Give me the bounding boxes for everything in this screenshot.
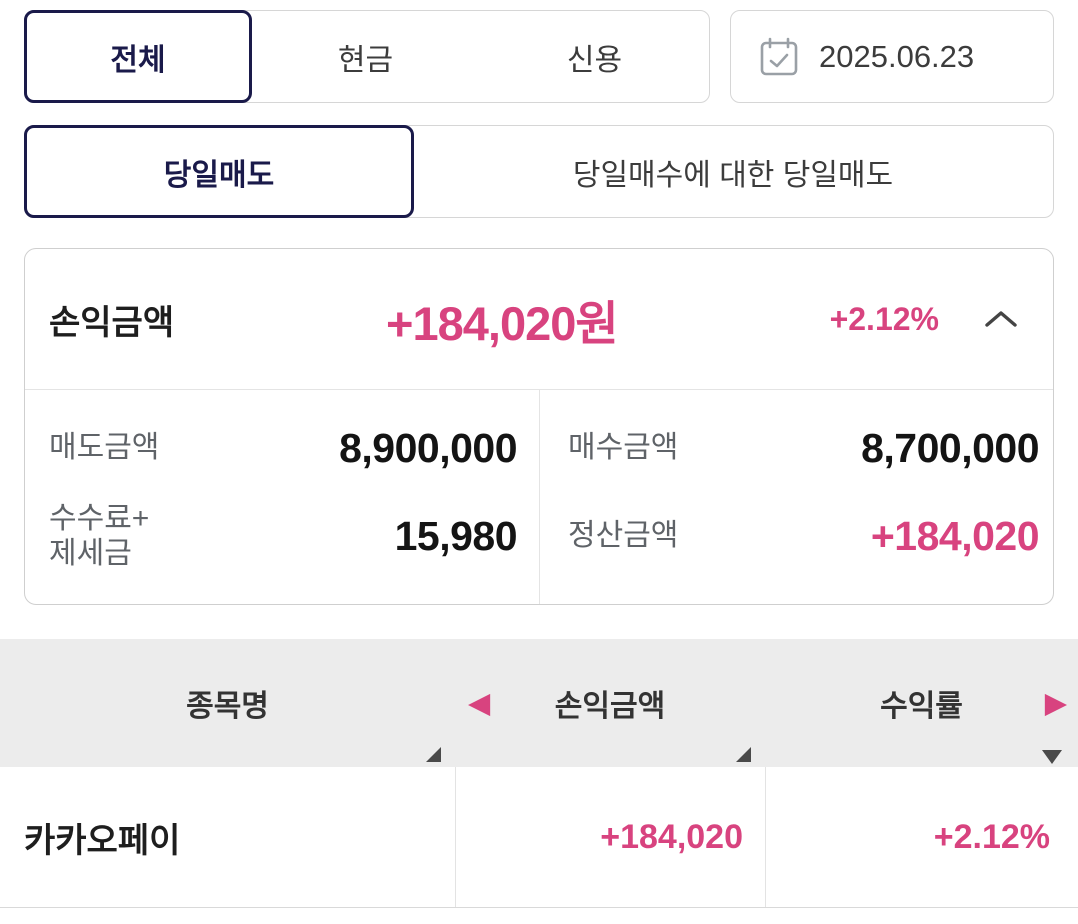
tab-cash-label: 현금 [337,43,394,77]
header-return-rate-label: 수익률 [880,690,963,723]
header-return-rate[interactable]: 수익률 ▶ [765,639,1078,767]
header-profit-amount-label: 손익금액 [554,690,666,723]
column-resize-handle-icon [736,747,751,762]
details-left-column: 매도금액 8,900,000 수수료+ 제세금 15,980 [25,390,539,604]
scroll-left-icon[interactable]: ◀ [469,687,490,718]
table-header: 종목명 ◀ 손익금액 수익률 ▶ [0,639,1078,767]
mode-tab-row: 당일매도 당일매수에 대한 당일매도 [0,103,1078,218]
profit-summary-header: 손익금액 +184,020원 +2.12% [25,249,1053,389]
buy-amount-label: 매수금액 [568,431,679,465]
scroll-right-icon[interactable]: ▶ [1045,687,1066,718]
sell-amount-label: 매도금액 [49,431,160,465]
stock-name-cell: 카카오페이 [24,821,181,860]
header-stock-name[interactable]: 종목명 [0,639,455,767]
mode-tabs: 당일매도 당일매수에 대한 당일매도 [24,125,1054,218]
return-rate-cell: +2.12% [765,767,1078,907]
tab-same-day-sell-label: 당일매도 [163,158,275,192]
column-resize-handle-icon [426,747,441,762]
sort-indicator-icon [1042,750,1062,764]
top-filter-row: 전체 현금 신용 2025.06.23 [0,0,1078,103]
holdings-table: 종목명 ◀ 손익금액 수익률 ▶ 카카오페이 +184,020 +2.12% [0,639,1078,908]
profit-amount-cell: +184,020 [455,767,765,907]
tab-credit[interactable]: 신용 [480,11,709,102]
profit-summary-card: 손익금액 +184,020원 +2.12% 매도금액 8,900,000 수수료… [24,248,1054,605]
date-picker[interactable]: 2025.06.23 [730,10,1054,103]
profit-amount: +184,020원 [386,296,619,350]
sell-amount-row: 매도금액 8,900,000 [49,404,517,492]
tab-all-label: 전체 [110,43,166,77]
buy-amount-row: 매수금액 8,700,000 [568,404,1039,492]
account-type-tabs: 전체 현금 신용 [24,10,710,103]
profit-title: 손익금액 [49,303,175,342]
date-picker-value: 2025.06.23 [819,38,975,74]
profit-summary-details: 매도금액 8,900,000 수수료+ 제세금 15,980 매수금액 8,70… [25,389,1053,604]
tab-cash[interactable]: 현금 [251,11,480,102]
settlement-value: +184,020 [870,512,1040,559]
fees-taxes-value: 15,980 [394,512,518,559]
tab-all[interactable]: 전체 [24,10,252,103]
sell-amount-value: 8,900,000 [339,424,517,471]
tab-same-day-buy-sell[interactable]: 당일매수에 대한 당일매도 [413,126,1053,217]
fees-taxes-row: 수수료+ 제세금 15,980 [49,492,518,580]
calendar-icon [757,35,801,79]
tab-credit-label: 신용 [566,43,623,77]
table-row[interactable]: 카카오페이 +184,020 +2.12% [0,767,1078,908]
profit-rate: +2.12% [829,300,939,337]
tab-same-day-buy-sell-label: 당일매수에 대한 당일매도 [572,158,894,192]
settlement-label: 정산금액 [568,519,679,553]
header-stock-name-label: 종목명 [186,690,269,723]
header-profit-amount[interactable]: ◀ 손익금액 [455,639,765,767]
collapse-chevron-icon[interactable] [983,308,1019,330]
tab-same-day-sell[interactable]: 당일매도 [24,125,414,218]
settlement-row: 정산금액 +184,020 [568,492,1040,580]
details-right-column: 매수금액 8,700,000 정산금액 +184,020 [539,390,1053,604]
buy-amount-value: 8,700,000 [861,424,1039,471]
fees-taxes-label: 수수료+ 제세금 [49,501,150,570]
